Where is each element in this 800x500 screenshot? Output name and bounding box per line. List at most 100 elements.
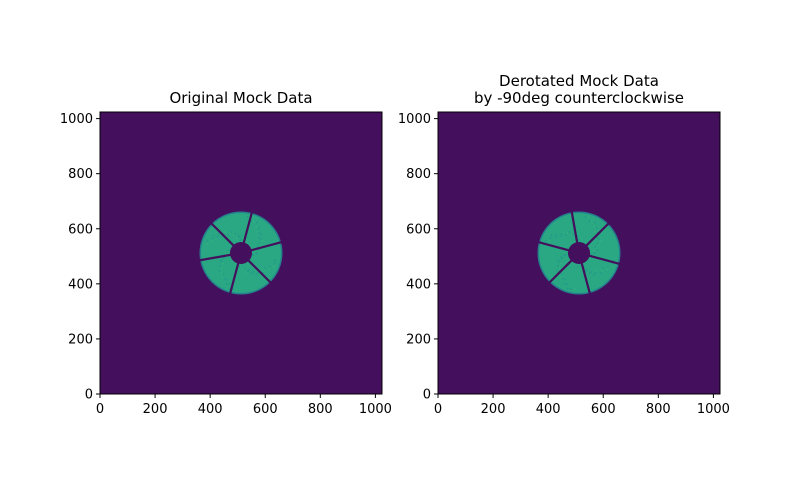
pupil-texture-dot — [602, 267, 604, 270]
central-obscuration — [229, 241, 253, 265]
pupil-texture-dot — [599, 272, 602, 274]
pupil-texture-dot — [587, 216, 590, 218]
pupil-texture-dot — [595, 247, 598, 250]
spider-vane — [229, 262, 240, 295]
pupil-texture-dot — [220, 261, 223, 263]
axes-frame — [437, 111, 721, 395]
y-tick-label: 400 — [68, 277, 93, 292]
pupil-texture-dot — [549, 237, 552, 240]
pupil-texture-dot — [255, 273, 258, 276]
spider-vane — [250, 241, 283, 252]
pupil-texture-dot — [561, 257, 564, 260]
pupil-texture-dot — [596, 248, 599, 251]
x-tick-label: 200 — [143, 402, 168, 417]
spider-vane — [585, 222, 610, 247]
y-tick-label: 800 — [406, 167, 431, 182]
pupil-texture-dot — [248, 269, 250, 272]
pupil-texture-dot — [594, 272, 597, 274]
pupil-texture-dot — [216, 235, 219, 238]
pupil-texture-dot — [544, 239, 547, 242]
pupil-texture-dot — [210, 240, 213, 242]
pupil-texture-dot — [220, 271, 223, 274]
pupil-texture-dot — [594, 230, 597, 233]
pupil-texture-dot — [256, 272, 259, 274]
pupil-texture-dot — [560, 256, 563, 258]
pupil-texture-dot — [228, 283, 231, 286]
pupil-texture-dot — [588, 272, 591, 275]
pupil-texture-dot — [219, 259, 222, 262]
pupil-texture-dot — [220, 266, 223, 269]
spider-vane — [537, 241, 570, 252]
pupil-texture-dot — [566, 287, 569, 290]
pupil-texture-dot — [238, 265, 241, 268]
pupil-texture-dot — [559, 276, 561, 279]
pupil-texture-dot — [601, 269, 603, 272]
pupil-texture-dot — [268, 265, 271, 268]
pupil-texture-dot — [591, 220, 593, 223]
pupil-texture-dot — [252, 271, 254, 273]
pupil-texture-dot — [611, 265, 614, 268]
pupil-texture-dot — [597, 243, 600, 246]
pupil-texture-dot — [217, 233, 220, 236]
pupil-texture-dot — [573, 288, 576, 291]
pupil-texture-dot — [593, 225, 596, 228]
pupil-texture-dot — [560, 233, 563, 235]
pupil-texture-dot — [595, 226, 598, 229]
pupil-texture-dot — [225, 282, 228, 285]
central-obscuration — [567, 241, 591, 265]
panel-title-line-2: by -90deg counterclockwise — [474, 89, 684, 107]
pupil-texture-dot — [264, 267, 266, 270]
pupil-texture-dot — [252, 254, 254, 256]
x-tick-label: 0 — [434, 402, 442, 417]
pupil-texture-dot — [228, 232, 231, 235]
pupil-texture-dot — [588, 220, 590, 223]
pupil-texture-dot — [566, 283, 569, 286]
pupil-texture-dot — [584, 215, 587, 218]
pupil-texture-dot — [570, 288, 572, 290]
panel-title-line-1: Derotated Mock Data — [499, 72, 659, 90]
pupil-texture-dot — [206, 239, 209, 242]
spider-vane — [570, 210, 579, 244]
pupil-texture-dot — [558, 261, 561, 263]
x-tick-label: 200 — [481, 402, 506, 417]
pupil-texture-dot — [593, 273, 596, 276]
y-tick-label: 800 — [68, 167, 93, 182]
x-tick-label: 800 — [308, 402, 333, 417]
pupil-texture-dot — [576, 265, 579, 268]
pupil-texture-dot — [564, 278, 567, 281]
pupil-texture-dot — [219, 265, 222, 268]
pupil-texture-dot — [570, 234, 573, 237]
pupil-texture-dot — [234, 233, 236, 235]
pupil-texture-dot — [223, 277, 226, 280]
pupil-texture-dot — [255, 252, 258, 255]
pupil-texture-dot — [212, 234, 215, 237]
pupil-texture-dot — [238, 235, 241, 238]
y-tick-label: 0 — [423, 388, 431, 403]
pupil-texture-dot — [579, 238, 582, 241]
spider-vane — [210, 222, 235, 247]
pupil-texture-dot — [274, 259, 276, 262]
pupil-texture-dot — [243, 267, 246, 270]
pupil-texture-dot — [258, 236, 261, 239]
pupil-texture-dot — [261, 239, 264, 242]
pupil-texture-dot — [557, 265, 560, 268]
pupil-texture-dot — [594, 246, 597, 248]
pupil-texture-dot — [593, 252, 596, 255]
pupil-texture-dot — [550, 234, 553, 237]
spider-vane — [548, 259, 573, 284]
pupil-texture-dot — [221, 276, 223, 279]
pupil-texture-dot — [222, 262, 225, 265]
pupil-texture-dot — [206, 243, 209, 245]
pupil-texture-dot — [246, 270, 249, 273]
pupil-texture-dot — [560, 272, 563, 275]
pupil-texture-dot — [258, 231, 261, 234]
y-tick-label: 600 — [68, 222, 93, 237]
pupil-texture-dot — [255, 225, 258, 228]
pupil-texture-dot — [586, 269, 588, 272]
pupil-texture-dot — [211, 237, 214, 240]
pupil-texture-dot — [565, 233, 568, 236]
pupil-texture-dot — [226, 278, 229, 281]
pupil-texture-dot — [584, 270, 587, 273]
pupil-texture-dot — [273, 262, 276, 265]
y-tick-label: 600 — [406, 222, 431, 237]
